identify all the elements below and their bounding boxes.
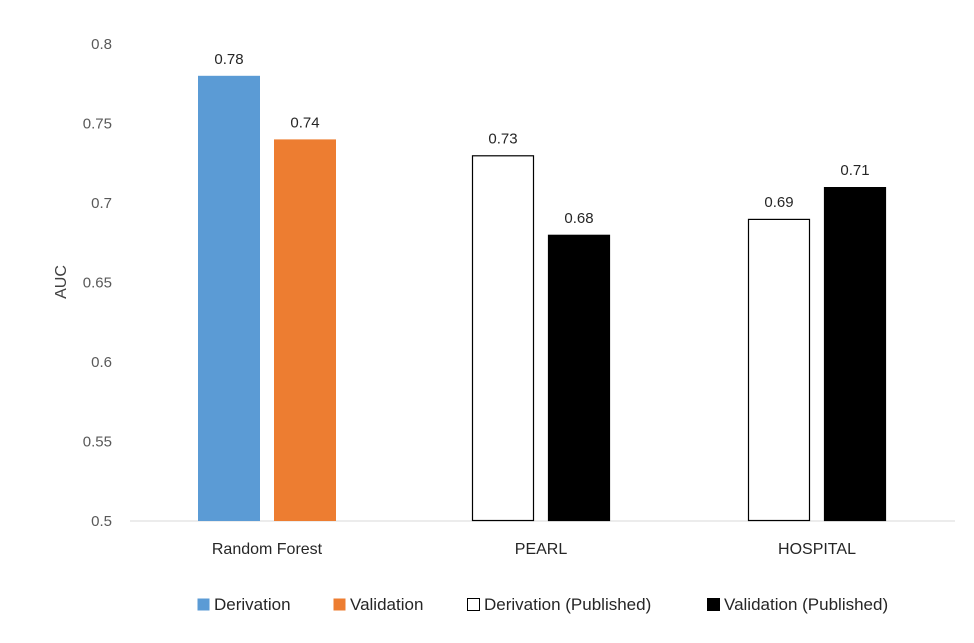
data-label: 0.74 [290, 114, 319, 131]
category-label: Random Forest [212, 541, 323, 558]
y-axis-title: AUC [53, 265, 70, 299]
bars [198, 75, 887, 522]
legend-item-validation-published: Validation (Published) [707, 595, 888, 614]
legend-label: Derivation [214, 595, 291, 614]
data-label: 0.69 [764, 194, 793, 211]
bar-hospital-derivation-published [747, 218, 811, 522]
y-tick-label: 0.7 [91, 195, 112, 212]
category-label: PEARL [515, 541, 568, 558]
y-tick-label: 0.75 [83, 116, 112, 133]
legend-item-derivation-published: Derivation (Published) [467, 595, 651, 614]
bar-pearl-validation-published [547, 234, 611, 522]
legend-swatch [197, 598, 210, 611]
data-labels: 0.78 0.74 0.73 0.68 0.69 0.71 [214, 51, 869, 227]
bar-hospital-validation-published [823, 187, 887, 522]
bar-random-forest-validation [274, 139, 336, 521]
legend-swatch [707, 598, 720, 611]
legend: Derivation Validation Derivation (Publishe… [197, 595, 888, 614]
category-labels: Random Forest PEARL HOSPITAL [212, 541, 856, 558]
legend-label: Validation [350, 595, 423, 614]
data-label: 0.78 [214, 51, 243, 68]
y-tick-label: 0.5 [91, 513, 112, 530]
y-tick-label: 0.8 [91, 36, 112, 53]
bar-pearl-derivation-published [471, 155, 535, 522]
y-axis: 0.5 0.55 0.6 0.65 0.7 0.75 0.8 [83, 36, 112, 530]
y-tick-label: 0.55 [83, 434, 112, 451]
data-label: 0.71 [840, 162, 869, 179]
legend-item-validation: Validation [333, 595, 423, 614]
legend-label: Validation (Published) [724, 595, 888, 614]
y-tick-label: 0.65 [83, 275, 112, 292]
legend-item-derivation: Derivation [197, 595, 291, 614]
category-label: HOSPITAL [778, 541, 856, 558]
legend-label: Derivation (Published) [484, 595, 651, 614]
legend-swatch [333, 598, 346, 611]
data-label: 0.68 [564, 210, 593, 227]
y-tick-label: 0.6 [91, 354, 112, 371]
legend-swatch [467, 598, 480, 611]
data-label: 0.73 [488, 130, 517, 147]
bar-random-forest-derivation [198, 75, 260, 522]
